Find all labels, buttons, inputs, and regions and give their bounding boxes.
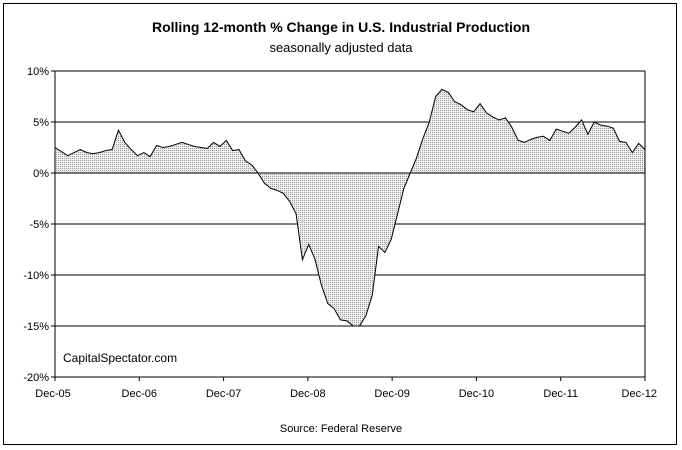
y-tick-label-0: 10% xyxy=(27,66,49,78)
y-tick-label-2: 0% xyxy=(33,168,49,180)
series-area xyxy=(55,89,645,326)
x-tick-label-0: Dec-05 xyxy=(35,388,70,400)
x-tick-label-3: Dec-08 xyxy=(290,388,325,400)
series-line xyxy=(54,88,646,327)
y-tick-label-3: -5% xyxy=(29,219,49,231)
x-tick-label-2: Dec-07 xyxy=(206,388,241,400)
y-tick-label-5: -15% xyxy=(23,321,49,333)
x-tick-label-4: Dec-09 xyxy=(374,388,409,400)
y-tick-label-4: -10% xyxy=(23,270,49,282)
plot-area: 10% 5% 0% -5% -10% -15% -20% Dec-05 Dec-06 Dec-07… xyxy=(23,66,657,400)
watermark-text: CapitalSpectator.com xyxy=(63,351,178,365)
y-tick-label-6: -20% xyxy=(23,372,49,384)
x-tick-label-5: Dec-10 xyxy=(459,388,494,400)
x-tick-label-7: Dec-12 xyxy=(622,388,657,400)
chart-subtitle: seasonally adjusted data xyxy=(269,40,413,55)
source-note: Source: Federal Reserve xyxy=(279,423,403,435)
chart-title: Rolling 12-month % Change in U.S. Indust… xyxy=(151,19,530,35)
x-tick-label-6: Dec-11 xyxy=(543,388,578,400)
y-tick-label-1: 5% xyxy=(33,117,49,129)
x-tick-label-1: Dec-06 xyxy=(122,388,157,400)
